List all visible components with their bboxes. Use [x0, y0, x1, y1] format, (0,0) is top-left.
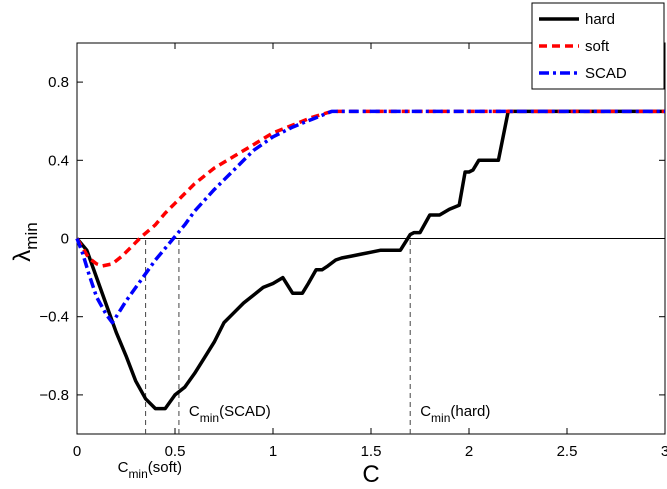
y-tick-label: 0.8 — [48, 74, 69, 91]
x-tick-label: 2.5 — [557, 443, 578, 460]
annotations: Cmin(soft)Cmin(SCAD) Cmin(hard) — [118, 403, 491, 481]
annotation-cmin-soft: Cmin(soft) — [118, 459, 182, 481]
y-axis-label: λmin — [9, 222, 41, 261]
series-group — [75, 109, 665, 411]
y-tick-label: −0.4 — [39, 309, 69, 326]
annotation-sub: min — [200, 411, 219, 425]
y-axis-label-base: λ — [9, 250, 36, 262]
annotation-base: C — [118, 459, 129, 476]
annotation-sub: min — [128, 467, 147, 481]
annotation-rest: (SCAD) — [219, 403, 271, 420]
x-tick-label: 0.5 — [165, 443, 186, 460]
legend-label-soft: soft — [585, 38, 610, 55]
x-tick-label: 3 — [661, 443, 667, 460]
x-axis-label: C — [362, 461, 379, 488]
x-tick-label: 0 — [73, 443, 81, 460]
series-line-hard — [75, 109, 665, 411]
x-tick-label: 1.5 — [361, 443, 382, 460]
annotation-base: C — [420, 403, 431, 420]
y-tick-label: 0.4 — [48, 152, 69, 169]
annotation-cmin-hard: Cmin(hard) — [420, 403, 490, 425]
annotation-sub: min — [431, 411, 450, 425]
annotation-rest: (soft) — [148, 459, 182, 476]
y-tick-labels: 0.8 0.4 0 −0.4 −0.8 — [39, 74, 69, 404]
x-tick-labels: 0 0.5 1 1.5 2 2.5 3 — [73, 443, 667, 460]
series-line-scad — [75, 109, 665, 325]
annotation-base: C — [189, 403, 200, 420]
annotation-rest: (hard) — [450, 403, 490, 420]
y-tick-label: 0 — [61, 231, 69, 248]
y-tick-label: −0.8 — [39, 387, 69, 404]
x-tick-label: 1 — [269, 443, 277, 460]
reference-lines — [145, 238, 411, 434]
legend: hard soft SCAD — [531, 2, 665, 90]
annotation-cmin-scad: Cmin(SCAD) — [189, 403, 271, 425]
legend-label-hard: hard — [585, 11, 615, 28]
legend-label-scad: SCAD — [585, 65, 627, 82]
series-line-soft — [75, 109, 665, 268]
x-tick-label: 2 — [465, 443, 473, 460]
y-axis-label-sub: min — [22, 222, 41, 249]
